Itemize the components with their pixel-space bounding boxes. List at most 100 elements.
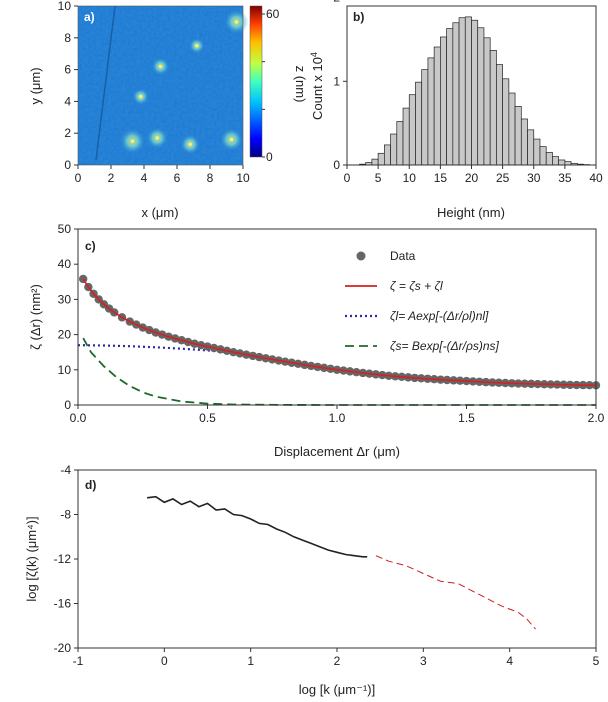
histogram-bar — [415, 81, 423, 166]
histogram-bar — [483, 37, 491, 166]
x-axis-label: log [k (μm⁻¹)] — [299, 682, 375, 697]
histogram-bar — [464, 16, 472, 166]
y-tick-label: 40 — [58, 257, 72, 271]
y-tick-label: 8 — [64, 31, 71, 45]
x-axis-label: Displacement Δr (μm) — [274, 444, 400, 459]
x-tick-label: 20 — [465, 171, 479, 185]
panel-d-label: d) — [85, 478, 96, 492]
histogram-bar — [496, 64, 503, 166]
y-axis-label: ζ (Δr) (nm²) — [28, 284, 43, 350]
heatmap-feature — [155, 136, 159, 140]
x-tick-label: 10 — [403, 171, 417, 185]
heatmap-feature — [229, 137, 234, 142]
colorbar — [249, 5, 263, 158]
fit-total-line — [82, 278, 597, 387]
x-tick-label: 40 — [589, 171, 603, 185]
x-tick-label: 0.5 — [199, 411, 216, 425]
histogram-bar — [377, 152, 385, 166]
histogram-bar — [384, 144, 391, 166]
histogram-bar — [458, 17, 466, 166]
y-axis-label: log [ζ(k) (μm⁴)] — [24, 516, 39, 601]
heatmap-feature — [234, 20, 239, 24]
histogram-bar — [520, 118, 528, 166]
panel-c: 0.0 0.5 1.0 1.5 2.0 0 10 20 30 40 50 Displacement Δ… — [28, 222, 605, 459]
y-tick-label: -16 — [54, 597, 72, 611]
y-axis-label-main: Count x 10 — [310, 57, 325, 120]
data-point — [78, 274, 88, 284]
colorbar-tick-label: 60 — [266, 7, 280, 21]
heatmap-frame — [77, 5, 244, 166]
y-tick-label: 0 — [64, 158, 71, 172]
x-tick-label: 5 — [593, 654, 600, 668]
y-tick-label: 10 — [58, 363, 72, 377]
heatmap-feature — [130, 139, 135, 143]
legend-entry: ζs= Bexp[-(Δr/ρs)ns] — [390, 339, 500, 353]
x-tick-label: 1.0 — [329, 411, 346, 425]
psd-high-line — [375, 555, 536, 630]
histogram-bar — [433, 46, 441, 166]
y-tick-label: 2 — [333, 0, 340, 5]
x-tick-label: 1 — [247, 654, 254, 668]
y-tick-label: 4 — [64, 94, 71, 108]
histogram-bar — [390, 133, 398, 166]
x-tick-label: 6 — [174, 171, 181, 185]
histogram-bar — [533, 138, 541, 166]
x-tick-label: 1.5 — [458, 411, 475, 425]
psd-plot — [146, 495, 536, 630]
legend-entry: ζ = ζs + ζl — [390, 279, 443, 293]
x-tick-label: 5 — [375, 171, 382, 185]
x-tick-label: 0 — [344, 171, 351, 185]
x-tick-label: 4 — [506, 654, 513, 668]
x-axis-label: Height (nm) — [437, 205, 505, 220]
histogram-bar — [427, 57, 435, 166]
x-tick-label: 4 — [141, 171, 148, 185]
y-tick-label: 0 — [64, 398, 71, 412]
y-tick-label: -8 — [60, 508, 71, 522]
histogram-bar — [452, 22, 460, 166]
colorbar-tick-label: 0 — [266, 150, 273, 164]
y-tick-label: -4 — [60, 463, 71, 477]
x-tick-label: 2.0 — [588, 411, 605, 425]
histogram-bar — [527, 129, 535, 166]
panel-d-axes: -1 0 1 2 3 4 5 -20 -16 -12 -8 -4 log [k (μm⁻¹)] log [… — [24, 463, 600, 697]
panel-c-label: c) — [85, 239, 96, 253]
legend-marker-data — [356, 251, 366, 261]
y-tick-label: 50 — [58, 222, 72, 236]
panel-d: -1 0 1 2 3 4 5 -20 -16 -12 -8 -4 log [k (μm⁻¹)] log [… — [24, 463, 600, 697]
legend-entry: ζl= Aexp[-(Δr/ρl)nl] — [390, 309, 489, 323]
y-tick-label: 1 — [333, 74, 340, 88]
plot-frame — [77, 228, 597, 406]
histogram-bar — [552, 156, 559, 166]
panel-a-label: a) — [84, 10, 95, 24]
x-tick-label: 0 — [161, 654, 168, 668]
histogram-bar — [396, 121, 404, 166]
histogram-bar — [408, 94, 416, 166]
x-tick-label: 35 — [558, 171, 572, 185]
heatmap-feature — [195, 43, 199, 48]
fit-long-line — [77, 344, 597, 387]
y-tick-label: 2 — [64, 126, 71, 140]
y-tick-label: -12 — [54, 552, 72, 566]
y-axis-label: y (μm) — [28, 67, 43, 104]
histogram-bar — [421, 69, 429, 166]
y-tick-label: 20 — [58, 328, 72, 342]
histogram-bar — [508, 92, 516, 166]
x-tick-label: -1 — [73, 654, 84, 668]
panel-a: a) 0 2 4 6 8 10 0 2 4 6 8 10 x (μm) y (μm) 0 60 z (nm) — [28, 0, 308, 220]
histogram-bar — [446, 28, 454, 166]
panel-b: 0 5 10 15 20 25 30 35 40 0 1 2 Height (nm) Count x 10… — [309, 0, 603, 220]
legend: Data ζ = ζs + ζl ζl= Aexp[-(Δr/ρl)nl] ζs= B… — [345, 249, 500, 353]
x-axis-label: x (μm) — [141, 205, 178, 220]
y-axis-label-exponent: 4 — [309, 52, 319, 57]
x-tick-label: 3 — [420, 654, 427, 668]
histogram-bar — [539, 146, 547, 166]
y-tick-label: -20 — [54, 641, 72, 655]
histogram-bar — [371, 158, 379, 166]
y-tick-label: 0 — [333, 158, 340, 172]
histogram-bars — [359, 16, 591, 166]
histogram-bar — [545, 152, 553, 166]
x-tick-label: 25 — [496, 171, 510, 185]
histogram-bar — [502, 78, 510, 166]
histogram-bar — [477, 27, 485, 166]
